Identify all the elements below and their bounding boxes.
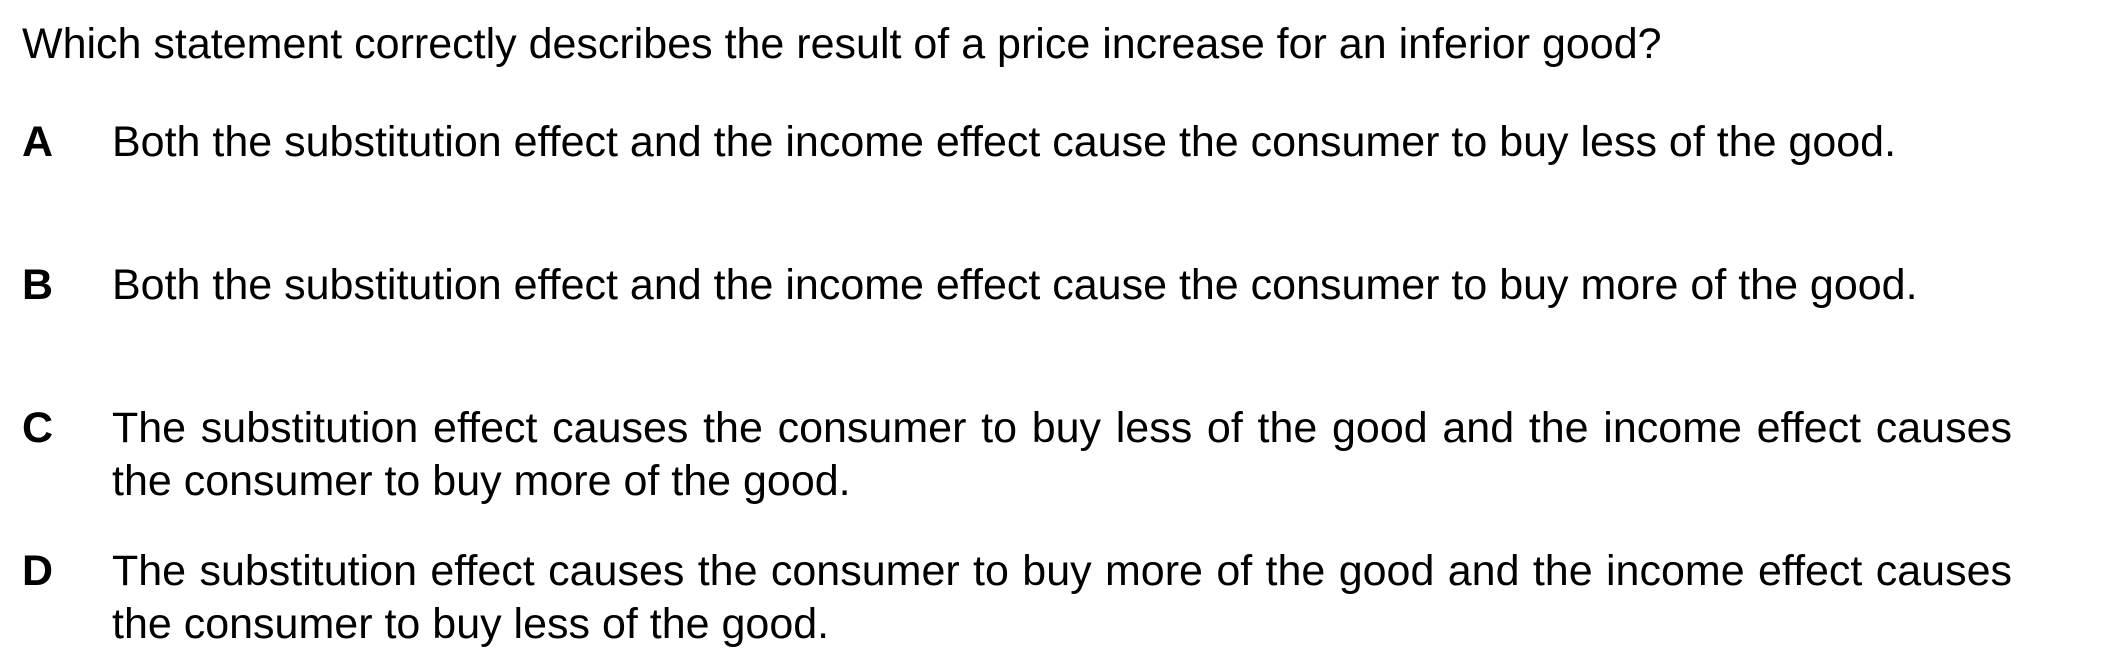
option-text: Both the substitution effect and the inc… — [112, 261, 1918, 309]
option-letter: C — [22, 404, 54, 452]
question-stem: Which statement correctly describes the … — [22, 20, 1662, 68]
option-text: The substitution effect causes the consu… — [112, 547, 2012, 648]
option-letter: A — [22, 118, 54, 166]
option-letter: B — [22, 261, 54, 309]
option-text: The substitution effect causes the consu… — [112, 404, 2012, 505]
option-letter: D — [22, 547, 54, 595]
option-text: Both the substitution effect and the inc… — [112, 118, 1897, 166]
